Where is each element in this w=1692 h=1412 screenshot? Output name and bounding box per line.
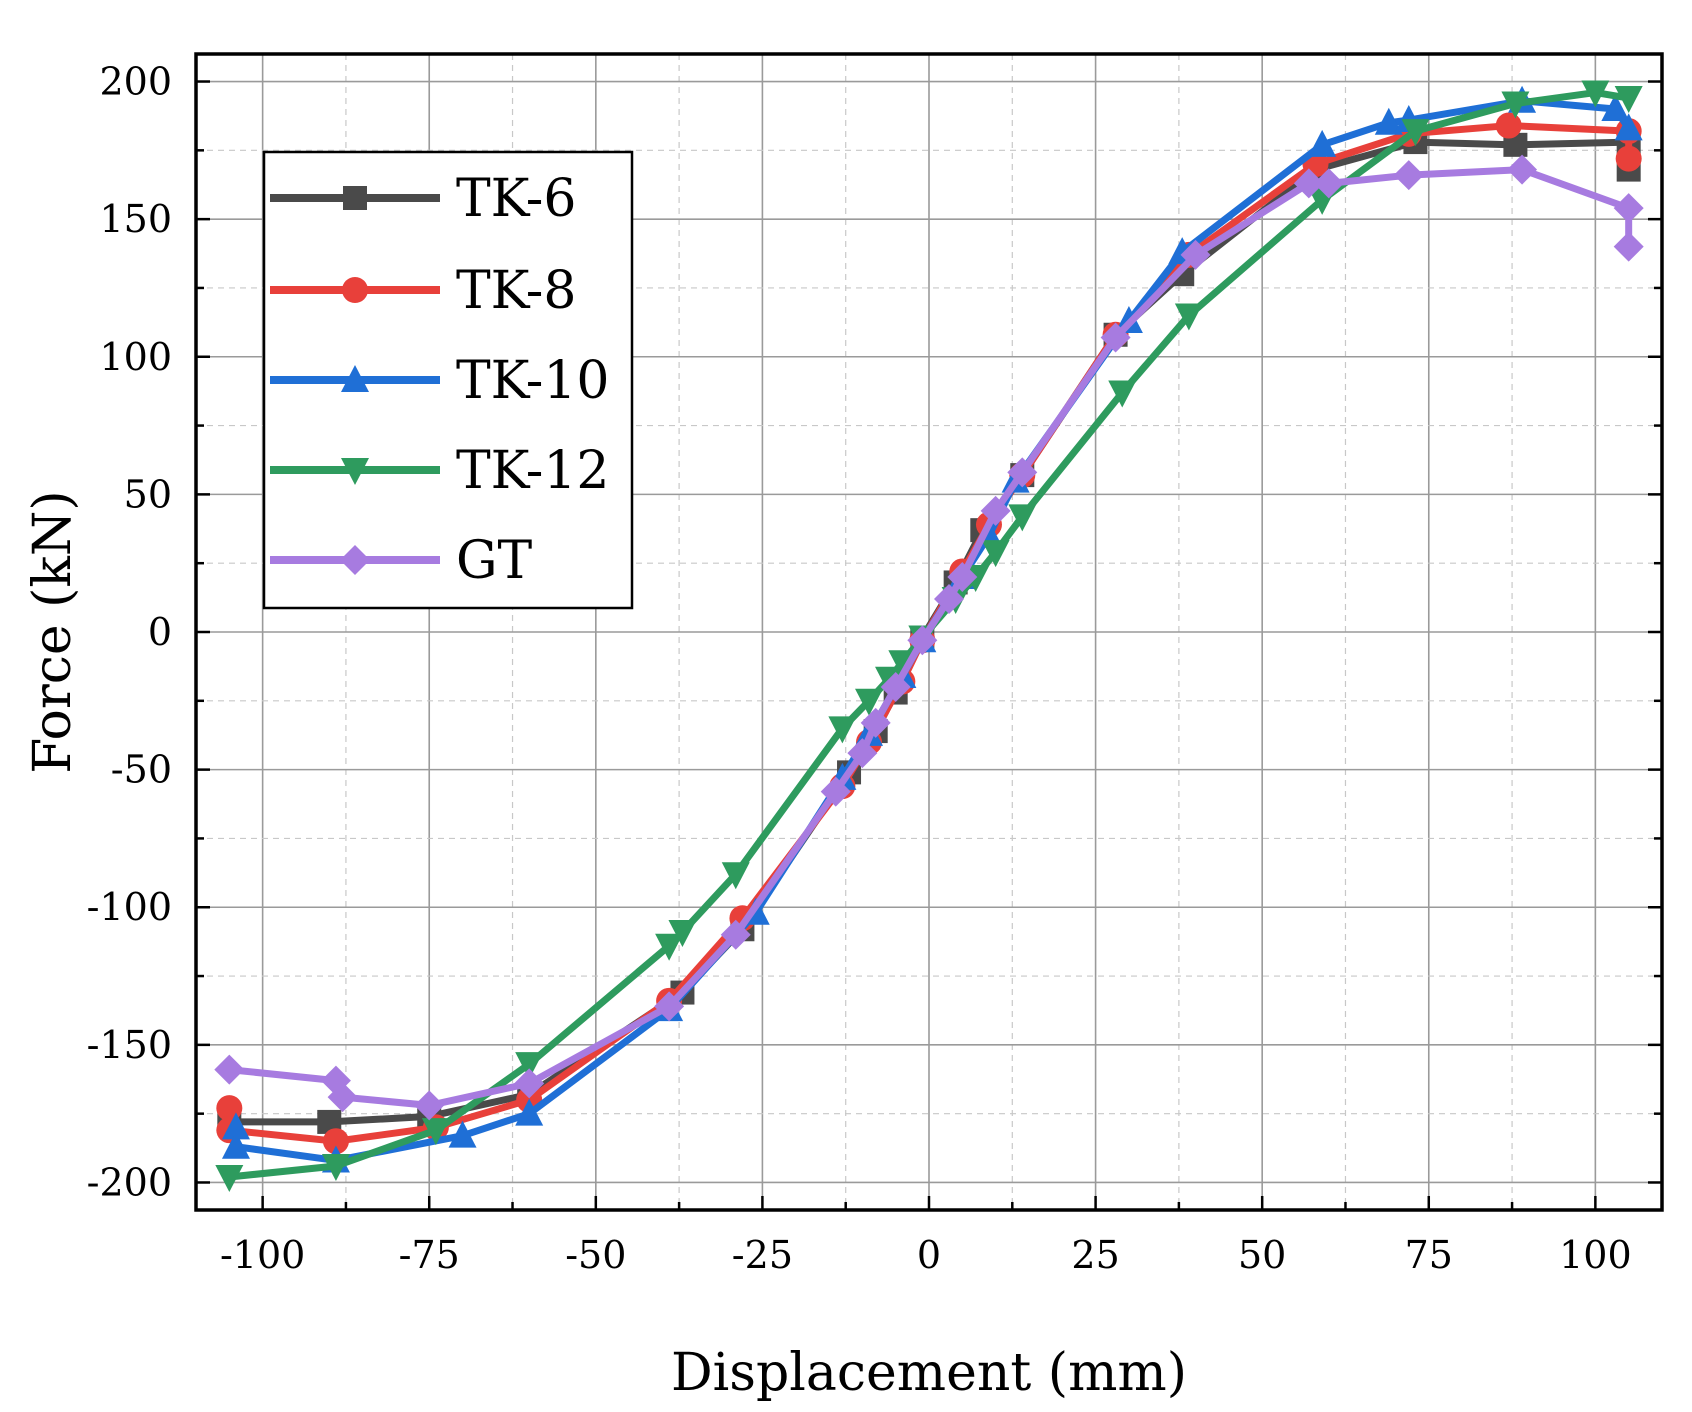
data-point-tk12 — [215, 1164, 244, 1192]
data-point-gt — [414, 1090, 445, 1121]
x-axis-title: Displacement (mm) — [671, 1343, 1187, 1403]
data-point-gt — [1100, 322, 1131, 353]
y-tick-label: -200 — [87, 1160, 172, 1204]
data-point-tk10 — [1614, 113, 1643, 141]
y-tick-label: 50 — [124, 472, 172, 516]
data-point-tk12 — [655, 933, 684, 961]
data-point-tk12 — [1401, 119, 1430, 147]
legend-marker-tk8 — [342, 277, 368, 303]
data-point-tk12 — [1108, 380, 1137, 408]
legend-marker-shape-tk6 — [343, 186, 367, 210]
data-point-gt — [820, 776, 851, 807]
data-point-gt — [1180, 239, 1211, 270]
data-point-gt — [1293, 168, 1324, 199]
series-layer — [214, 80, 1644, 1192]
data-point-tk8 — [1615, 145, 1642, 172]
x-tick-label: 50 — [1238, 1233, 1286, 1277]
data-point-gt — [907, 625, 938, 656]
data-point-gt — [860, 707, 891, 738]
data-point-gt — [1313, 168, 1344, 199]
data-point-tk10 — [448, 1120, 477, 1148]
y-axis-title: Force (kN) — [23, 490, 83, 773]
legend-marker-tk6 — [343, 186, 367, 210]
x-tick-label: -75 — [399, 1233, 460, 1277]
data-point-tk12 — [1008, 504, 1037, 532]
y-tick-label: -100 — [87, 885, 172, 929]
data-point-tk8 — [1495, 112, 1522, 139]
y-tick-label: 200 — [99, 60, 172, 104]
data-point-tk12 — [1501, 91, 1530, 119]
data-point-tk12 — [1581, 80, 1610, 108]
data-point-gt — [880, 672, 911, 703]
x-tick-label: 0 — [917, 1233, 941, 1277]
y-tick-label: 150 — [99, 197, 172, 241]
data-point-gt — [1007, 457, 1038, 488]
data-point-tk12 — [515, 1052, 544, 1080]
legend-label-tk10: TK-10 — [456, 351, 610, 411]
data-point-tk12 — [668, 920, 697, 948]
data-point-gt — [847, 738, 878, 769]
data-point-gt — [947, 561, 978, 592]
legend-marker-shape-tk12 — [341, 458, 369, 485]
series-gt — [214, 154, 1644, 1121]
x-tick-label: -100 — [220, 1233, 305, 1277]
data-point-gt — [214, 1054, 245, 1085]
x-tick-label: -50 — [565, 1233, 626, 1277]
data-point-gt — [1613, 231, 1644, 262]
y-tick-label: -50 — [111, 748, 172, 792]
data-point-tk12 — [855, 688, 884, 716]
data-point-tk12 — [1614, 86, 1643, 114]
x-tick-label: 25 — [1071, 1233, 1119, 1277]
data-point-gt — [1393, 160, 1424, 191]
legend-marker-shape-tk8 — [342, 277, 368, 303]
x-tick-label: 75 — [1405, 1233, 1453, 1277]
data-point-gt — [654, 991, 685, 1022]
data-point-gt — [980, 495, 1011, 526]
data-point-tk10 — [221, 1112, 250, 1140]
data-point-tk12 — [421, 1118, 450, 1146]
y-tick-label: -150 — [87, 1023, 172, 1067]
ticks — [196, 80, 1662, 1210]
legend-marker-tk10 — [341, 365, 369, 392]
x-tick-label: -25 — [732, 1233, 793, 1277]
data-point-tk12 — [1174, 303, 1203, 331]
tick-labels: -100 -75 -50 -25 0 25 50 75 100 -200 -150 -100 -50 0 5… — [87, 60, 1632, 1277]
x-tick-label: 100 — [1559, 1233, 1632, 1277]
legend: TK-6 TK-8 TK-10 TK-12 GT — [262, 150, 634, 610]
y-tick-label: 0 — [148, 610, 172, 654]
legend-label-tk12: TK-12 — [456, 441, 610, 501]
data-point-gt — [514, 1068, 545, 1099]
data-point-tk10 — [1374, 107, 1403, 135]
data-point-tk8 — [322, 1128, 349, 1155]
data-point-tk12 — [721, 862, 750, 890]
data-point-gt — [720, 919, 751, 950]
data-point-gt — [933, 583, 964, 614]
data-point-gt — [1507, 154, 1538, 185]
data-point-tk10 — [515, 1098, 544, 1126]
legend-label-tk8: TK-8 — [456, 261, 576, 321]
legend-label-tk6: TK-6 — [456, 169, 576, 229]
data-point-tk10 — [1601, 94, 1630, 122]
legend-label-gt: GT — [456, 531, 533, 591]
legend-marker-tk12 — [341, 458, 369, 485]
data-point-gt — [327, 1082, 358, 1113]
data-point-tk12 — [828, 716, 857, 744]
data-point-tk10 — [1308, 129, 1337, 157]
data-point-tk12 — [321, 1153, 350, 1181]
legend-marker-shape-tk10 — [341, 365, 369, 392]
data-point-tk10 — [221, 1131, 250, 1159]
y-tick-label: 100 — [99, 335, 172, 379]
data-point-tk12 — [981, 540, 1010, 568]
legend-marker-gt — [340, 545, 370, 575]
legend-marker-shape-gt — [340, 545, 370, 575]
data-point-gt — [1613, 193, 1644, 224]
